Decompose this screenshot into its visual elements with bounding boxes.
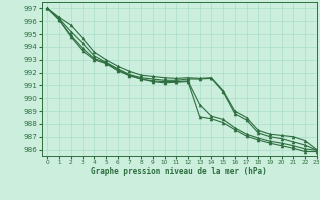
X-axis label: Graphe pression niveau de la mer (hPa): Graphe pression niveau de la mer (hPa) (91, 167, 267, 176)
